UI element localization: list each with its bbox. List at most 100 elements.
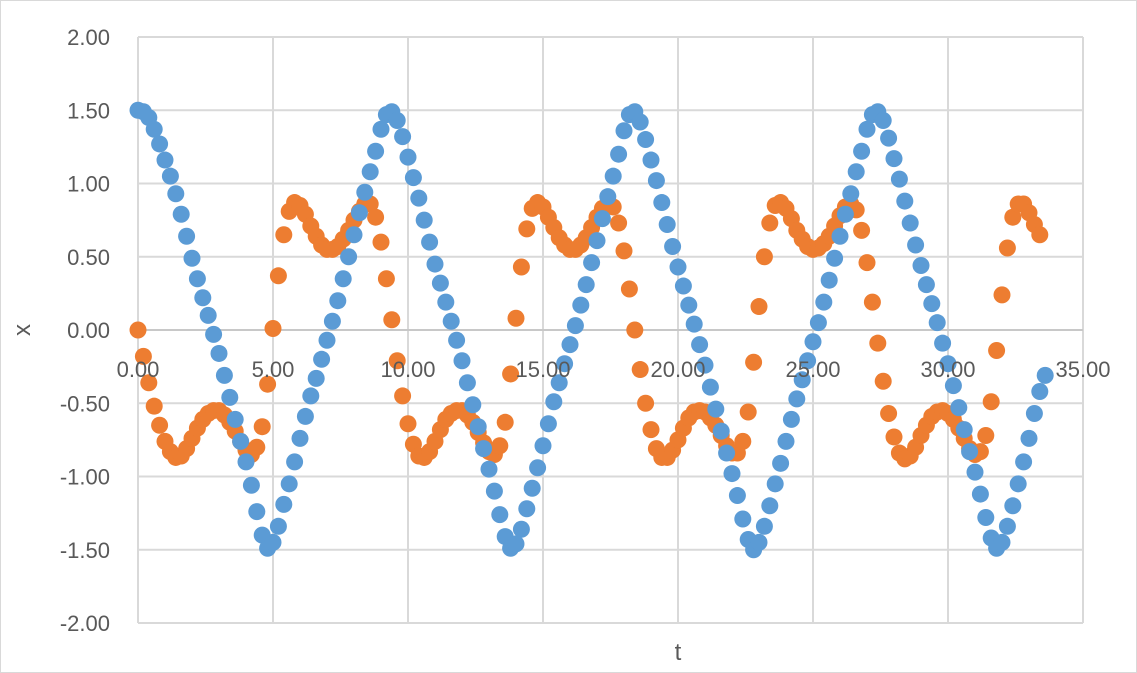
data-point [199,306,217,324]
data-point [561,336,579,354]
data-point [664,237,682,255]
data-point [334,270,352,288]
x-tick-label: 10.00 [380,357,435,382]
data-point [215,366,233,384]
data-point [448,331,466,349]
data-point [691,336,709,354]
data-point [896,192,914,210]
data-point [534,437,552,455]
data-point [480,460,498,478]
data-point [977,426,995,444]
data-point [680,296,698,314]
data-point [518,500,536,518]
data-point [912,257,930,275]
data-point [491,437,509,455]
data-point [399,415,417,433]
data-point [788,390,806,408]
data-point [232,432,250,450]
data-point [944,377,962,395]
data-point [1020,429,1038,447]
data-point [615,122,633,140]
data-point [248,438,266,456]
data-point [302,387,320,405]
data-point [658,216,676,234]
data-point [275,495,293,513]
data-point [647,172,665,190]
data-point [723,465,741,483]
data-point [577,276,595,294]
data-point [431,274,449,292]
data-point [745,353,763,371]
data-point [237,453,255,471]
data-point [739,403,757,421]
data-point [998,517,1016,535]
data-point [928,314,946,332]
data-point [761,497,779,515]
data-point [993,533,1011,551]
data-point [993,286,1011,304]
data-point [361,163,379,181]
data-point [631,361,649,379]
data-point [291,429,309,447]
y-tick-label: -1.00 [60,465,110,490]
data-point [350,204,368,222]
data-point [874,372,892,390]
data-point [712,422,730,440]
data-point [259,375,277,393]
data-point [415,211,433,229]
data-point [642,421,660,439]
y-tick-label: 1.00 [67,172,110,197]
data-point [1031,383,1049,401]
data-point [253,418,271,436]
data-point [151,135,169,153]
data-point [637,131,655,149]
data-point [372,120,390,138]
data-point [194,289,212,307]
data-point [145,397,163,415]
data-point [728,487,746,505]
data-point [939,355,957,373]
tick-labels: 2.00 1.50 1.00 0.50 0.00 -0.50 -1.00 -1.50 -2.00… [60,25,1111,636]
data-point [485,482,503,500]
data-point [367,142,385,160]
y-tick-label: 1.50 [67,98,110,123]
data-point [853,221,871,239]
data-point [1031,226,1049,244]
data-point [210,344,228,362]
data-point [172,205,190,223]
y-tick-label: 2.00 [67,25,110,50]
data-point [518,220,536,238]
data-point [1015,453,1033,471]
data-point [269,267,287,285]
data-point [340,248,358,266]
data-point [885,428,903,446]
data-point [512,258,530,276]
data-point [188,270,206,288]
y-tick-label: 0.50 [67,245,110,270]
series-layer [129,101,1054,559]
data-point [496,413,514,431]
data-point [280,475,298,493]
data-point [988,342,1006,360]
data-point [880,405,898,423]
data-point [820,271,838,289]
data-point [161,167,179,185]
data-point [853,142,871,160]
data-point [388,352,406,370]
data-point [615,242,633,260]
data-point [863,293,881,311]
data-point [701,378,719,396]
data-point [826,249,844,267]
data-point [151,416,169,434]
data-point [507,309,525,327]
data-point [950,399,968,417]
data-point [539,415,557,433]
data-point [874,112,892,130]
data-point [134,347,152,365]
y-tick-label: -2.00 [60,611,110,636]
data-point [836,205,854,223]
data-point [631,113,649,131]
data-point [296,407,314,425]
data-point [685,315,703,333]
